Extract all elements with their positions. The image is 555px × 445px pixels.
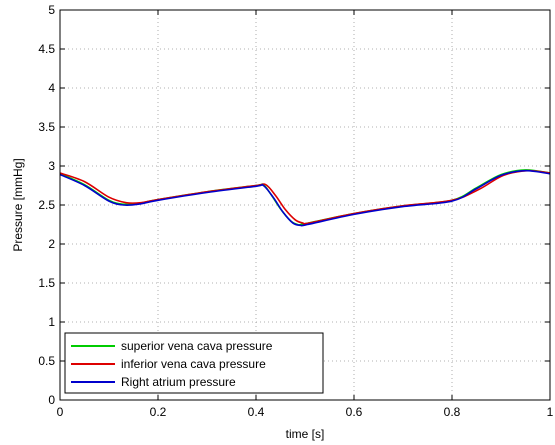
- x-tick-label: 0.8: [444, 405, 461, 419]
- y-tick-label: 4.5: [38, 42, 55, 56]
- series-line-2: [59, 169, 551, 227]
- tick-labels: 0 0.2 0.4 0.6 0.8 1 0 0.5 1 1.5 2 2.5 3 3.5 4 4.5 5: [38, 3, 553, 419]
- x-axis-title: time [s]: [286, 427, 325, 441]
- y-tick-label: 1.5: [38, 276, 55, 290]
- series-layer: [59, 169, 551, 227]
- legend: superior vena cava pressure inferior vena…: [64, 332, 324, 394]
- axis-ticks: [59, 9, 551, 401]
- x-tick-label: 0: [57, 405, 64, 419]
- y-tick-label: 0: [48, 393, 55, 407]
- x-tick-label: 0.6: [346, 405, 363, 419]
- y-axis-title: Pressure [mmHg]: [11, 158, 25, 251]
- y-tick-label: 0.5: [38, 354, 55, 368]
- legend-label: Right atrium pressure: [121, 375, 236, 389]
- y-tick-label: 2: [48, 237, 55, 251]
- y-tick-label: 5: [48, 3, 55, 17]
- y-tick-label: 2.5: [38, 198, 55, 212]
- y-tick-label: 3.5: [38, 120, 55, 134]
- legend-label: inferior vena cava pressure: [121, 357, 266, 371]
- x-tick-label: 0.4: [248, 405, 265, 419]
- x-tick-label: 1: [547, 405, 554, 419]
- y-tick-label: 4: [48, 81, 55, 95]
- y-tick-label: 3: [48, 159, 55, 173]
- x-tick-label: 0.2: [150, 405, 167, 419]
- legend-label: superior vena cava pressure: [121, 339, 273, 353]
- series-line-1: [59, 169, 551, 225]
- grid-lines: [60, 10, 550, 400]
- y-tick-label: 1: [48, 315, 55, 329]
